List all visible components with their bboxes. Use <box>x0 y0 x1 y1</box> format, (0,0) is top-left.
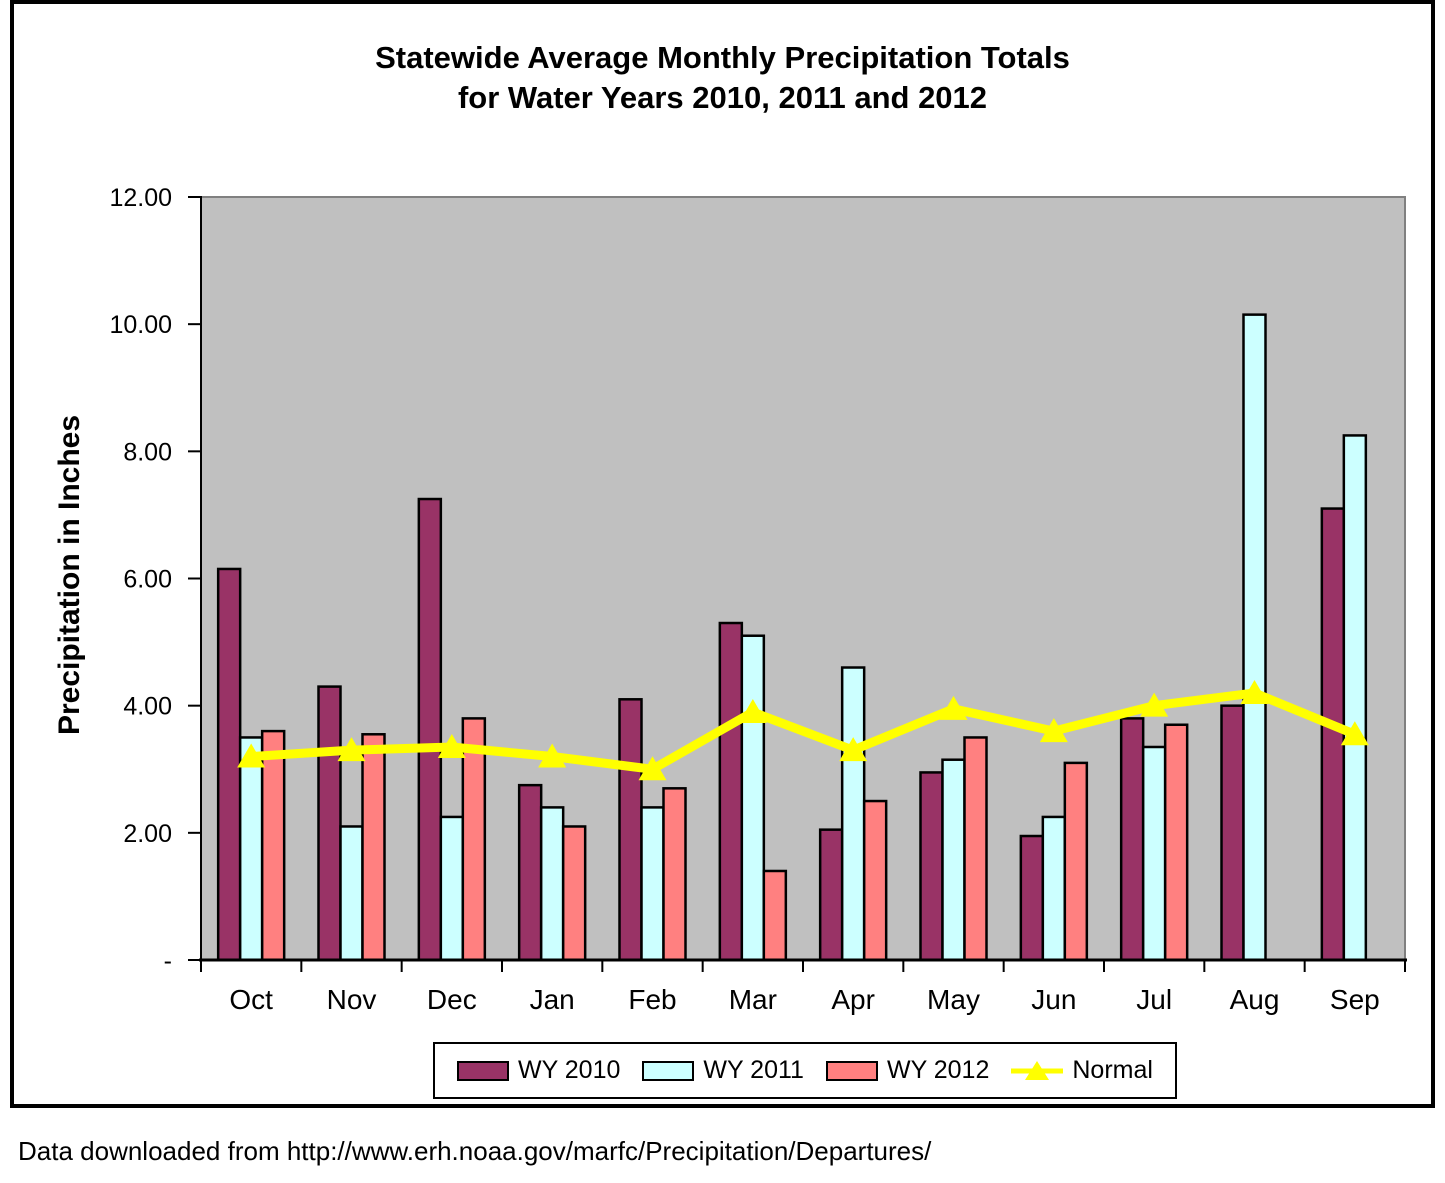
bar-wy-2011-aug <box>1242 313 1267 962</box>
x-axis-label-aug: Aug <box>1230 984 1280 1015</box>
bar-wy-2010-apr <box>818 828 844 962</box>
bar-wy-2010-jan <box>517 783 543 962</box>
bar-wy-2012-dec <box>461 717 487 962</box>
bar-wy-2010-mar <box>718 621 744 962</box>
bar-wy-2010-nov <box>317 685 342 962</box>
y-tick-label-6.00: 6.00 <box>123 566 172 594</box>
legend-label-normal: Normal <box>1072 1056 1153 1084</box>
bar-wy-2011-may <box>941 758 966 962</box>
x-axis-label-jun: Jun <box>1031 984 1076 1015</box>
y-tick-label-8.00: 8.00 <box>123 438 172 466</box>
x-axis-label-dec: Dec <box>427 984 477 1015</box>
y-tick-label--: - <box>164 947 172 975</box>
bar-wy-2011-nov <box>339 825 364 962</box>
x-axis-label-sep: Sep <box>1330 984 1380 1015</box>
marker-normal-apr <box>839 737 868 762</box>
footer-caption: Data downloaded from http://www.erh.noaa… <box>18 1136 932 1166</box>
chart-title-line1: Statewide Average Monthly Precipitation … <box>375 40 1070 75</box>
bar-wy-2010-may <box>919 771 944 962</box>
chart-title: Statewide Average Monthly Precipitation … <box>10 38 1435 118</box>
legend-item-wy-2011: WY 2011 <box>642 1056 804 1085</box>
bar-wy-2010-jul <box>1119 717 1145 962</box>
marker-normal-feb <box>638 756 667 781</box>
x-axis-label-apr: Apr <box>831 984 875 1015</box>
x-axis-label-oct: Oct <box>229 984 273 1015</box>
legend-item-wy-2012: WY 2012 <box>825 1056 990 1085</box>
plot-background <box>200 196 1406 961</box>
y-tick-label-12.00: 12.00 <box>109 184 172 212</box>
bar-wy-2012-oct <box>260 729 286 962</box>
bar-wy-2012-jun <box>1063 761 1089 962</box>
bar-wy-2010-dec <box>417 497 443 962</box>
marker-normal-jan <box>538 743 567 768</box>
bar-wy-2012-mar <box>762 869 788 962</box>
y-tick-label-4.00: 4.00 <box>123 693 172 721</box>
legend-line-marker-icon <box>1011 1060 1064 1080</box>
chart-title-line2: for Water Years 2010, 2011 and 2012 <box>457 80 988 115</box>
legend-item-normal: Normal <box>1011 1056 1153 1085</box>
bar-wy-2011-mar <box>740 634 766 962</box>
legend: WY 2010 WY 2011 WY 2012 Normal <box>433 1042 1177 1099</box>
x-axis-label-feb: Feb <box>628 984 676 1015</box>
legend-label-wy-2012: WY 2012 <box>886 1056 990 1084</box>
marker-normal-nov <box>337 737 366 762</box>
bar-wy-2011-jun <box>1041 815 1067 962</box>
bar-wy-2010-sep <box>1320 507 1346 962</box>
bar-wy-2010-aug <box>1220 704 1245 962</box>
bar-wy-2012-feb <box>662 787 687 962</box>
bar-wy-2011-oct <box>238 736 264 962</box>
marker-normal-aug <box>1240 679 1269 704</box>
bar-wy-2011-sep <box>1342 434 1368 962</box>
legend-swatch-wy-2012 <box>825 1060 878 1081</box>
bar-wy-2012-apr <box>862 799 888 962</box>
marker-normal-dec <box>437 733 466 758</box>
marker-normal-oct <box>237 743 266 768</box>
legend-swatch-wy-2010 <box>457 1060 510 1081</box>
y-tick-label-2.00: 2.00 <box>123 820 172 848</box>
bar-wy-2012-jan <box>561 825 587 962</box>
bar-wy-2012-may <box>963 736 988 962</box>
marker-normal-jun <box>1039 718 1068 743</box>
bar-wy-2011-apr <box>840 666 866 962</box>
bar-wy-2011-dec <box>439 815 465 962</box>
x-axis-label-jul: Jul <box>1136 984 1172 1015</box>
bar-wy-2011-jul <box>1141 745 1167 962</box>
line-normal <box>250 688 1357 774</box>
bar-wy-2010-oct <box>216 567 242 962</box>
legend-item-wy-2010: WY 2010 <box>457 1056 620 1085</box>
bar-wy-2010-jun <box>1019 834 1045 962</box>
marker-normal-sep <box>1340 721 1369 746</box>
bar-wy-2010-feb <box>618 698 643 962</box>
bar-wy-2011-jan <box>539 806 565 962</box>
legend-label-wy-2011: WY 2011 <box>703 1056 804 1084</box>
x-axis-label-nov: Nov <box>327 984 377 1015</box>
bar-wy-2011-feb <box>640 806 665 962</box>
y-axis-title: Precipitation in Inches <box>53 414 86 736</box>
x-axis-label-jan: Jan <box>530 984 575 1015</box>
marker-normal-may <box>939 695 968 720</box>
bar-wy-2012-jul <box>1163 723 1189 962</box>
marker-normal-jul <box>1140 692 1169 717</box>
x-axis-label-may: May <box>927 984 980 1015</box>
bar-wy-2012-nov <box>361 733 386 962</box>
x-axis-label-mar: Mar <box>729 984 777 1015</box>
y-tick-label-10.00: 10.00 <box>109 311 172 339</box>
legend-label-wy-2010: WY 2010 <box>518 1056 621 1084</box>
legend-swatch-wy-2011 <box>642 1060 695 1081</box>
marker-normal-mar <box>738 699 767 724</box>
